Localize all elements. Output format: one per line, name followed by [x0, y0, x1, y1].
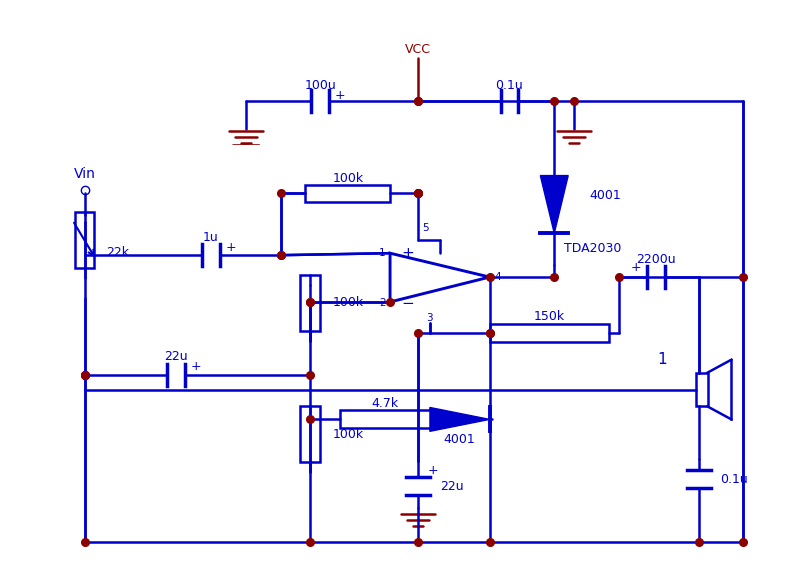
Polygon shape [429, 407, 489, 431]
Text: 100k: 100k [332, 428, 363, 441]
Text: +: + [427, 464, 438, 477]
Text: +: + [190, 360, 201, 373]
Text: +: + [334, 90, 345, 102]
Text: 0.1u: 0.1u [495, 80, 523, 92]
Text: 22k: 22k [107, 246, 129, 259]
Text: 2: 2 [379, 298, 385, 308]
Text: 0.1u: 0.1u [719, 473, 747, 486]
Text: ———: ——— [231, 139, 260, 149]
Text: 22u: 22u [164, 350, 188, 363]
Text: 4: 4 [493, 272, 500, 282]
Bar [340, 411, 429, 428]
Text: Vin: Vin [74, 167, 95, 181]
Bar [300, 275, 320, 331]
Text: 4001: 4001 [589, 189, 620, 202]
Text: 2200u: 2200u [635, 253, 674, 266]
Polygon shape [390, 253, 489, 302]
Text: +: + [630, 261, 640, 274]
Text: 1: 1 [656, 352, 666, 367]
Bar [489, 324, 608, 342]
Bar [695, 373, 707, 407]
Text: TDA2030: TDA2030 [564, 242, 621, 254]
Text: 100u: 100u [304, 80, 336, 92]
Bar [305, 184, 390, 202]
Text: 5: 5 [422, 223, 428, 233]
Text: −: − [401, 297, 414, 311]
Text: 100k: 100k [332, 297, 363, 309]
Text: 3: 3 [426, 313, 432, 323]
Text: VCC: VCC [404, 43, 431, 56]
Text: +: + [401, 246, 414, 261]
Text: 4.7k: 4.7k [371, 397, 398, 410]
Text: 100k: 100k [332, 172, 363, 185]
Bar [300, 407, 320, 462]
Text: 4001: 4001 [444, 433, 475, 446]
Polygon shape [540, 176, 568, 233]
Text: 150k: 150k [533, 311, 564, 324]
Bar [75, 212, 95, 268]
Text: +: + [225, 240, 236, 254]
Text: 1: 1 [379, 248, 385, 258]
Text: 22u: 22u [439, 480, 463, 493]
Text: 1u: 1u [203, 230, 218, 244]
